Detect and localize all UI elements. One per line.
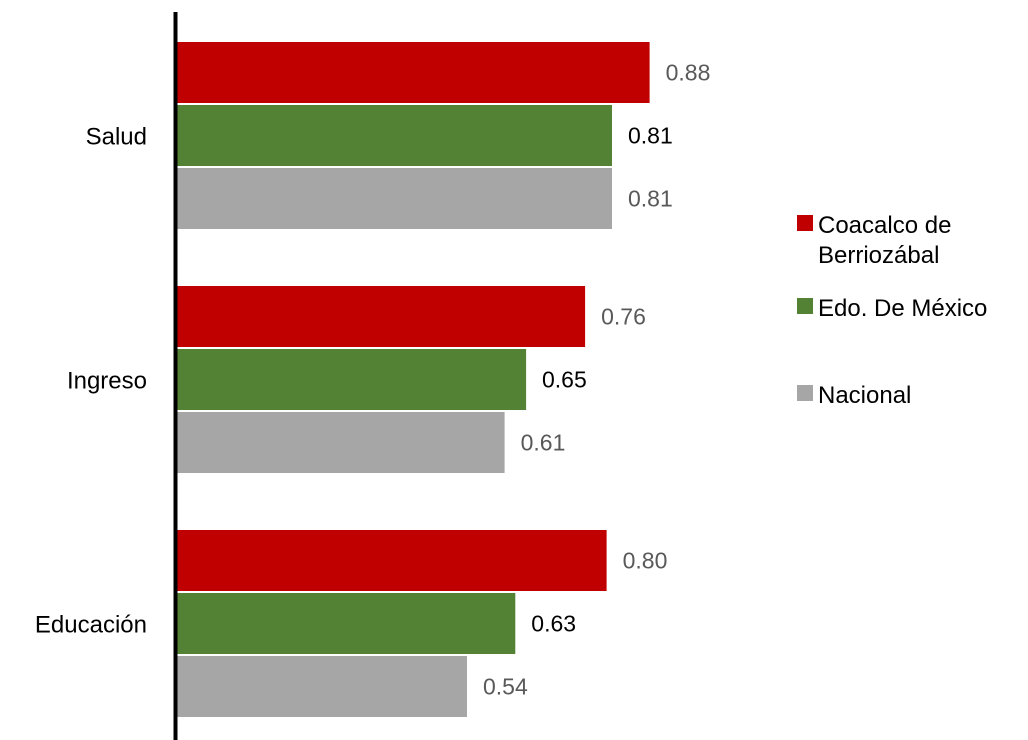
legend-label-nacional: Nacional [818,382,911,409]
legend-swatch-edo-de-mexico [797,298,813,314]
category-labels-layer: Salud Ingreso Educación [35,124,147,639]
legend-label-edo-de-mexico: Edo. De México [818,295,987,322]
legend-label-coacalco-de-berriozabal: Coacalco de Berriozábal [818,212,951,269]
bar-educacion-nacional [177,656,467,717]
legend: Coacalco de Berriozábal Edo. De México Naci… [797,212,987,409]
bar-salud-coacalco-de-berriozabal [177,42,650,103]
category-label-ingreso: Ingreso [67,368,147,395]
data-label-educacion-nacional: 0.54 [483,674,528,700]
data-label-salud-coacalco-de-berriozabal: 0.88 [666,60,711,86]
bar-salud-nacional [177,168,612,229]
bar-salud-edo-de-mexico [177,105,612,166]
category-label-salud: Salud [86,124,147,151]
bar-educacion-coacalco-de-berriozabal [177,530,607,591]
data-label-ingreso-edo-de-mexico: 0.65 [542,367,587,393]
legend-swatch-coacalco-de-berriozabal [797,215,813,231]
data-label-educacion-coacalco-de-berriozabal: 0.80 [623,548,668,574]
bar-ingreso-nacional [177,412,505,473]
bar-ingreso-edo-de-mexico [177,349,527,410]
bars-layer [177,42,650,717]
category-label-educacion: Educación [35,612,147,639]
data-labels-layer: 0.88 0.81 0.81 0.76 0.65 0.61 0.80 0.63 0.54 [483,60,710,700]
data-label-ingreso-nacional: 0.61 [521,430,566,456]
bar-ingreso-coacalco-de-berriozabal [177,286,586,347]
bar-educacion-edo-de-mexico [177,593,516,654]
data-label-educacion-edo-de-mexico: 0.63 [531,611,576,637]
data-label-ingreso-coacalco-de-berriozabal: 0.76 [601,304,646,330]
legend-swatch-nacional [797,385,813,401]
data-label-salud-nacional: 0.81 [628,186,673,212]
data-label-salud-edo-de-mexico: 0.81 [628,123,673,149]
